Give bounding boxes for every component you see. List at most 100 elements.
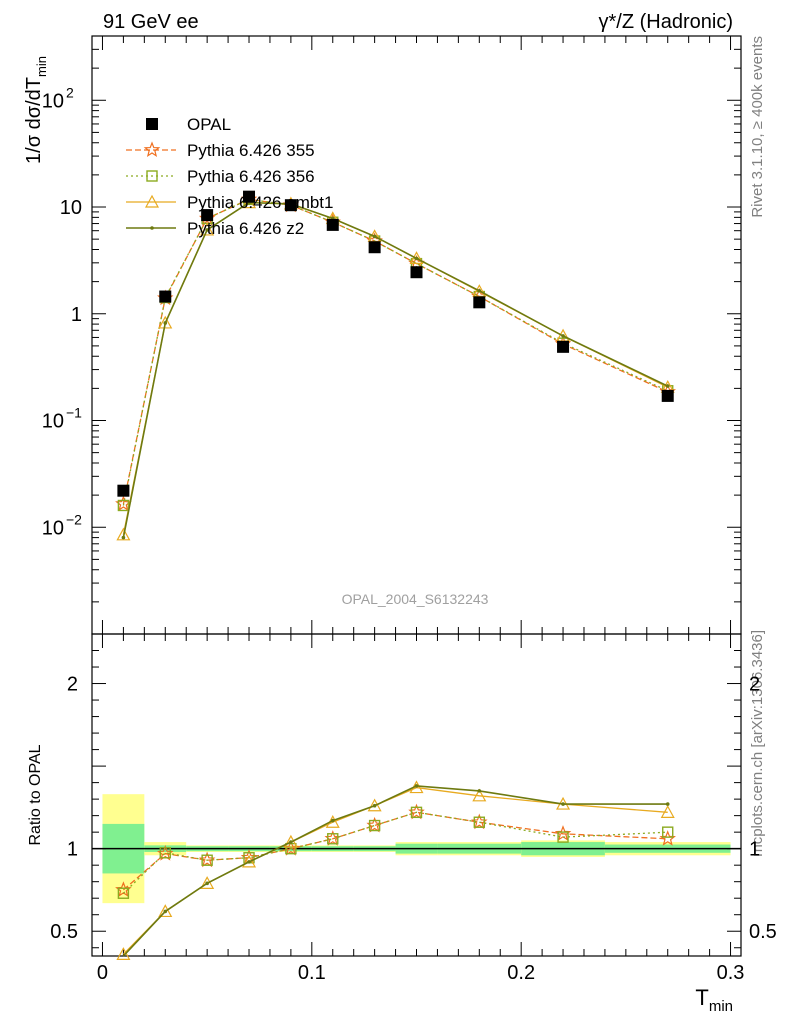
- p356-point: [201, 854, 213, 866]
- ambt1-point: [144, 194, 160, 208]
- ratio-ytick-label: 2: [67, 674, 78, 696]
- series-data: [117, 190, 674, 497]
- z2-point: [205, 881, 209, 886]
- data-point: [243, 190, 256, 203]
- ratio-panel: 0 0.1 0.2 0.30.5 0.51 12 2: [50, 633, 777, 984]
- ambt1-point: [409, 251, 424, 265]
- data-point: [159, 290, 172, 303]
- legend-label: Pythia 6.426 356: [187, 167, 315, 186]
- legend-label: Pythia 6.426 z2: [187, 219, 304, 238]
- ratio-ytick-label-right: 2: [749, 674, 760, 696]
- top-ylabel: 1/σ dσ/dTmin: [23, 56, 49, 164]
- ambt1-point: [242, 854, 257, 868]
- ambt1-point: [660, 805, 675, 818]
- analysis-watermark: OPAL_2004_S6132243: [342, 591, 489, 607]
- header-right: γ*/Z (Hadronic): [599, 11, 733, 33]
- ambt1-point: [200, 876, 215, 889]
- z2-point: [665, 384, 670, 388]
- z2-point: [247, 860, 251, 864]
- ratio-ytick-label-right: 0.5: [749, 921, 777, 943]
- z2-point: [561, 802, 565, 806]
- p356-point: [117, 887, 130, 899]
- z2-point: [372, 803, 377, 808]
- z2-point: [561, 334, 565, 338]
- p356-point: [368, 819, 381, 832]
- p356-point: [146, 170, 158, 182]
- x-tick-label: 0.3: [717, 962, 745, 984]
- y-tick-label: 10: [42, 411, 64, 433]
- ambt1-point: [158, 904, 173, 918]
- p356-point: [410, 806, 423, 819]
- header-left: 91 GeV ee: [103, 11, 199, 33]
- z2-point: [289, 840, 293, 844]
- z2-point: [150, 226, 154, 230]
- y-tick-exponent: −1: [66, 405, 82, 421]
- data-point: [557, 340, 570, 353]
- data-point: [410, 266, 423, 279]
- legend-label: Pythia 6.426 ambt1: [187, 193, 333, 212]
- ratio-ytick-label-right: 1: [749, 839, 760, 861]
- ambt1-ratio-line: [122, 786, 668, 955]
- series-z2: [121, 200, 670, 540]
- ambt1-point: [116, 527, 131, 541]
- p356-point: [159, 847, 171, 859]
- z2-point: [414, 784, 419, 788]
- legend-item-p356: Pythia 6.426 356: [126, 167, 315, 186]
- z2-ratio-line: [122, 785, 668, 957]
- ambt1-point: [158, 315, 173, 329]
- z2-point: [477, 789, 482, 793]
- z2-point: [163, 909, 168, 914]
- p356-point: [327, 833, 339, 845]
- ambt1-line: [122, 201, 668, 535]
- ratio-frame: [91, 633, 742, 957]
- p356-point: [117, 499, 130, 512]
- ratio-series-ambt1: [116, 780, 675, 960]
- legend-item-z2: Pythia 6.426 z2: [126, 219, 304, 238]
- x-tick-label: 0.1: [298, 962, 326, 984]
- ratio-ylabel: Ratio to OPAL: [27, 744, 44, 845]
- z2-point: [205, 228, 209, 232]
- legend: OPAL Pythia 6.426 355 Pythia 6.426 356 Pyth…: [126, 115, 333, 238]
- ratio-ytick-label: 0.5: [50, 921, 78, 943]
- y-tick-exponent: −2: [66, 511, 82, 527]
- data-point: [117, 484, 130, 497]
- ambt1-point: [472, 788, 487, 802]
- legend-label: OPAL: [187, 115, 231, 134]
- ambt1-point: [367, 798, 382, 812]
- legend-item-ambt1: Pythia 6.426 ambt1: [126, 193, 333, 212]
- y-tick-label: 10: [42, 517, 64, 539]
- p356-point: [473, 816, 486, 828]
- series-p355: [115, 190, 677, 512]
- legend-item-p355: Pythia 6.426 355: [126, 141, 315, 160]
- z2-point: [163, 321, 168, 325]
- mcplots-label: mcplots.cern.ch [arXiv:1306.3436]: [749, 630, 766, 857]
- x-tick-label: 0: [97, 962, 108, 984]
- data-point: [368, 241, 381, 254]
- svg-text:Tmin: Tmin: [695, 985, 733, 1015]
- data-point: [661, 389, 674, 402]
- p355-point: [143, 141, 161, 158]
- rivet-label: Rivet 3.1.10, ≥ 400k events: [749, 36, 766, 218]
- p356-line: [122, 198, 668, 506]
- svg-text:1/σ dσ/dTmin: 1/σ dσ/dTmin: [23, 56, 49, 164]
- legend-label: Pythia 6.426 355: [187, 141, 315, 160]
- data-point: [326, 218, 339, 231]
- ratio-ytick-label: 1: [67, 839, 78, 861]
- y-tick-exponent: 2: [66, 84, 74, 100]
- y-tick-label: 1: [71, 304, 82, 326]
- data-point: [284, 199, 297, 212]
- z2-point: [330, 818, 335, 823]
- p356-ratio-line: [122, 811, 668, 894]
- ambt1-point: [283, 834, 298, 848]
- z2-point: [414, 256, 419, 261]
- svg-text:Ratio to OPAL: Ratio to OPAL: [27, 744, 44, 845]
- data-point: [201, 209, 214, 222]
- y-tick-label: 10: [42, 90, 64, 112]
- z2-point: [372, 234, 377, 239]
- z2-point: [121, 535, 126, 540]
- legend-item-data: OPAL: [146, 115, 231, 134]
- data-point: [473, 296, 486, 309]
- p356-point: [662, 826, 674, 838]
